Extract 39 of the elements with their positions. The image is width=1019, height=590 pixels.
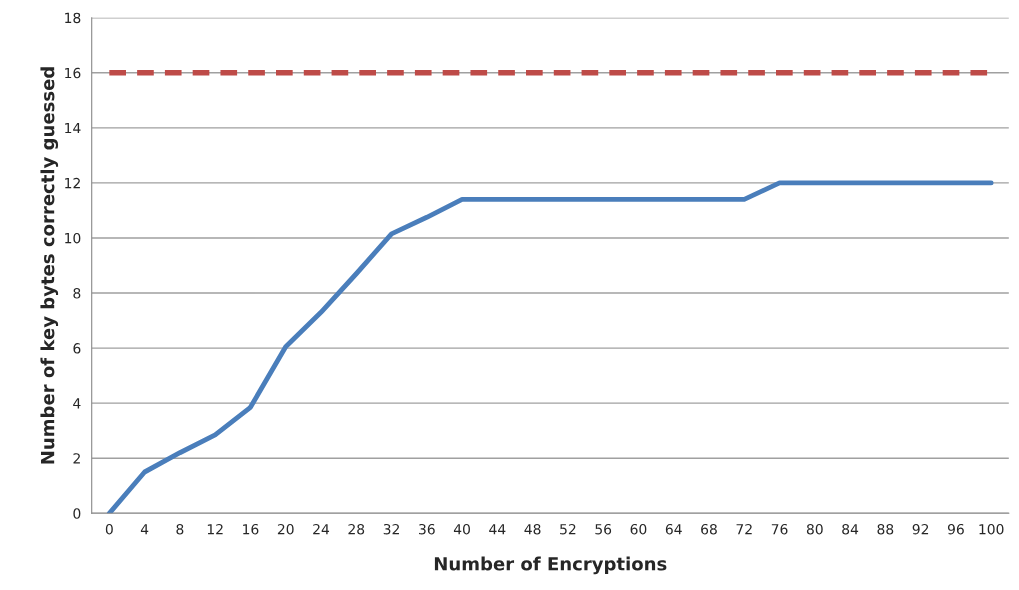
y-tick-label: 2: [73, 453, 80, 464]
x-tick-label: 72: [736, 523, 752, 535]
x-tick-label: 92: [912, 523, 929, 535]
y-axis-title: Number of key bytes correctly guessed: [40, 67, 59, 464]
x-axis-title: Number of Encryptions: [434, 556, 667, 575]
x-tick-label: 76: [771, 523, 788, 535]
x-tick-label: 16: [243, 523, 259, 535]
x-tick-label: 40: [453, 523, 470, 535]
line-series: [106, 180, 994, 514]
x-tick-label: 68: [701, 523, 717, 535]
x-tick-label: 24: [313, 523, 330, 535]
y-tick-label: 10: [65, 232, 81, 244]
x-tick-label: 32: [383, 523, 399, 535]
x-tick-label: 20: [277, 523, 294, 535]
x-tick-label: 96: [947, 523, 964, 535]
x-tick-label: 88: [877, 523, 894, 535]
x-tick-label: 84: [842, 523, 859, 535]
x-tick-label: 52: [560, 523, 576, 535]
x-tick-label: 44: [489, 524, 506, 535]
x-tick-label: 28: [348, 523, 365, 535]
y-tick-label: 16: [65, 67, 81, 79]
y-tick-label: 0: [73, 508, 81, 519]
y-tick-label: 8: [73, 288, 81, 299]
y-tick-label: 6: [73, 343, 81, 354]
x-tick-label: 0: [105, 523, 113, 535]
x-tick-label: 80: [806, 523, 823, 535]
x-tick-label: 36: [419, 523, 435, 535]
x-tick-label: 100: [979, 523, 1004, 535]
x-tick-label: 4: [140, 524, 149, 535]
x-tick-label: 56: [595, 523, 612, 535]
x-tick-label: 8: [176, 523, 184, 535]
y-tick-label: 4: [73, 398, 81, 409]
y-tick-label: 12: [65, 177, 80, 189]
x-tick-label: 60: [630, 523, 647, 535]
y-tick-label: 18: [65, 12, 81, 24]
y-tick-label: 14: [65, 122, 81, 134]
x-tick-label: 64: [665, 523, 682, 535]
x-tick-label: 12: [207, 523, 223, 535]
x-tick-label: 48: [524, 523, 541, 535]
